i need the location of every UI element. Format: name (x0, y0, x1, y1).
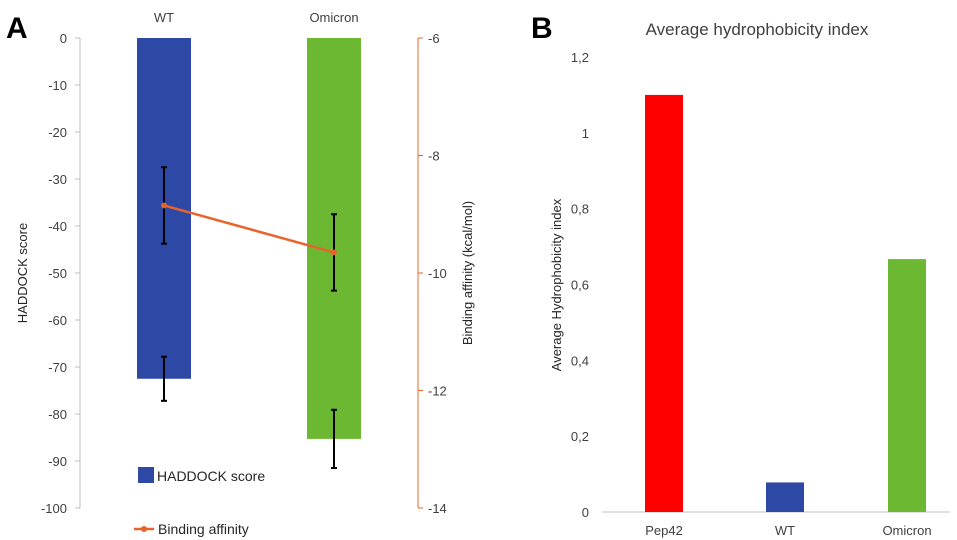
panel-letter-a: A (6, 12, 28, 45)
panel-b-chart: Average hydrophobicity index Average Hyd… (549, 20, 950, 538)
panel-a-right-tick-label: -10 (428, 266, 447, 281)
legend-swatch-haddock (138, 467, 154, 483)
panel-a-right-tick-label: -8 (428, 149, 440, 164)
hydrophobicity-bar (888, 259, 926, 512)
panel-a-y-axis-title: HADDOCK score (15, 223, 30, 323)
panel-b-y-tick-label: 0,8 (571, 202, 589, 217)
panel-a-category-label: WT (154, 10, 174, 25)
panel-a-left-tick-label: -10 (48, 78, 67, 93)
binding-affinity-point (331, 249, 337, 256)
panel-a-left-tick-label: -70 (48, 360, 67, 375)
binding-affinity-line (163, 204, 335, 254)
panel-a-right-tick-label: -12 (428, 384, 447, 399)
hydrophobicity-bar (645, 94, 683, 513)
panel-a-category-label: Omicron (309, 10, 358, 25)
panel-a-left-tick-label: 0 (60, 31, 67, 46)
panel-a-left-tick-label: -20 (48, 125, 67, 140)
binding-affinity-point (161, 202, 167, 209)
legend-marker-binding (141, 526, 147, 532)
panel-b-category-label: Omicron (882, 523, 931, 538)
hydrophobicity-bar (766, 482, 804, 512)
legend-label-binding: Binding affinity (158, 521, 249, 537)
panel-b-category-label: Pep42 (645, 523, 683, 538)
panel-a-left-tick-label: -90 (48, 454, 67, 469)
panel-b-title: Average hydrophobicity index (646, 20, 869, 39)
panel-b-y-tick-label: 0 (582, 505, 589, 520)
panel-b-y-axis-title: Average Hydrophobicity index (549, 198, 564, 371)
panel-a-left-tick-label: -40 (48, 219, 67, 234)
panel-letter-b: B (531, 12, 553, 45)
legend-label-haddock: HADDOCK score (157, 468, 265, 484)
panel-a-y2-axis-title: Binding affinity (kcal/mol) (460, 201, 475, 345)
panel-b-y-tick-label: 0,2 (571, 429, 589, 444)
panel-b-y-tick-label: 1 (582, 126, 589, 141)
panel-a-chart: HADDOCK score Binding affinity (kcal/mol… (15, 10, 475, 537)
panel-a-left-tick-label: -30 (48, 172, 67, 187)
panel-b-category-label: WT (775, 523, 795, 538)
panel-b-y-tick-label: 1,2 (571, 50, 589, 65)
panel-a-left-tick-label: -80 (48, 407, 67, 422)
panel-b-y-tick-label: 0,4 (571, 353, 589, 368)
panel-a-left-tick-label: -100 (41, 501, 67, 516)
panel-a-left-tick-label: -50 (48, 266, 67, 281)
panel-a-right-tick-label: -14 (428, 501, 447, 516)
panel-b-y-tick-label: 0,6 (571, 278, 589, 293)
panel-a-right-tick-label: -6 (428, 31, 440, 46)
panel-a-left-tick-label: -60 (48, 313, 67, 328)
